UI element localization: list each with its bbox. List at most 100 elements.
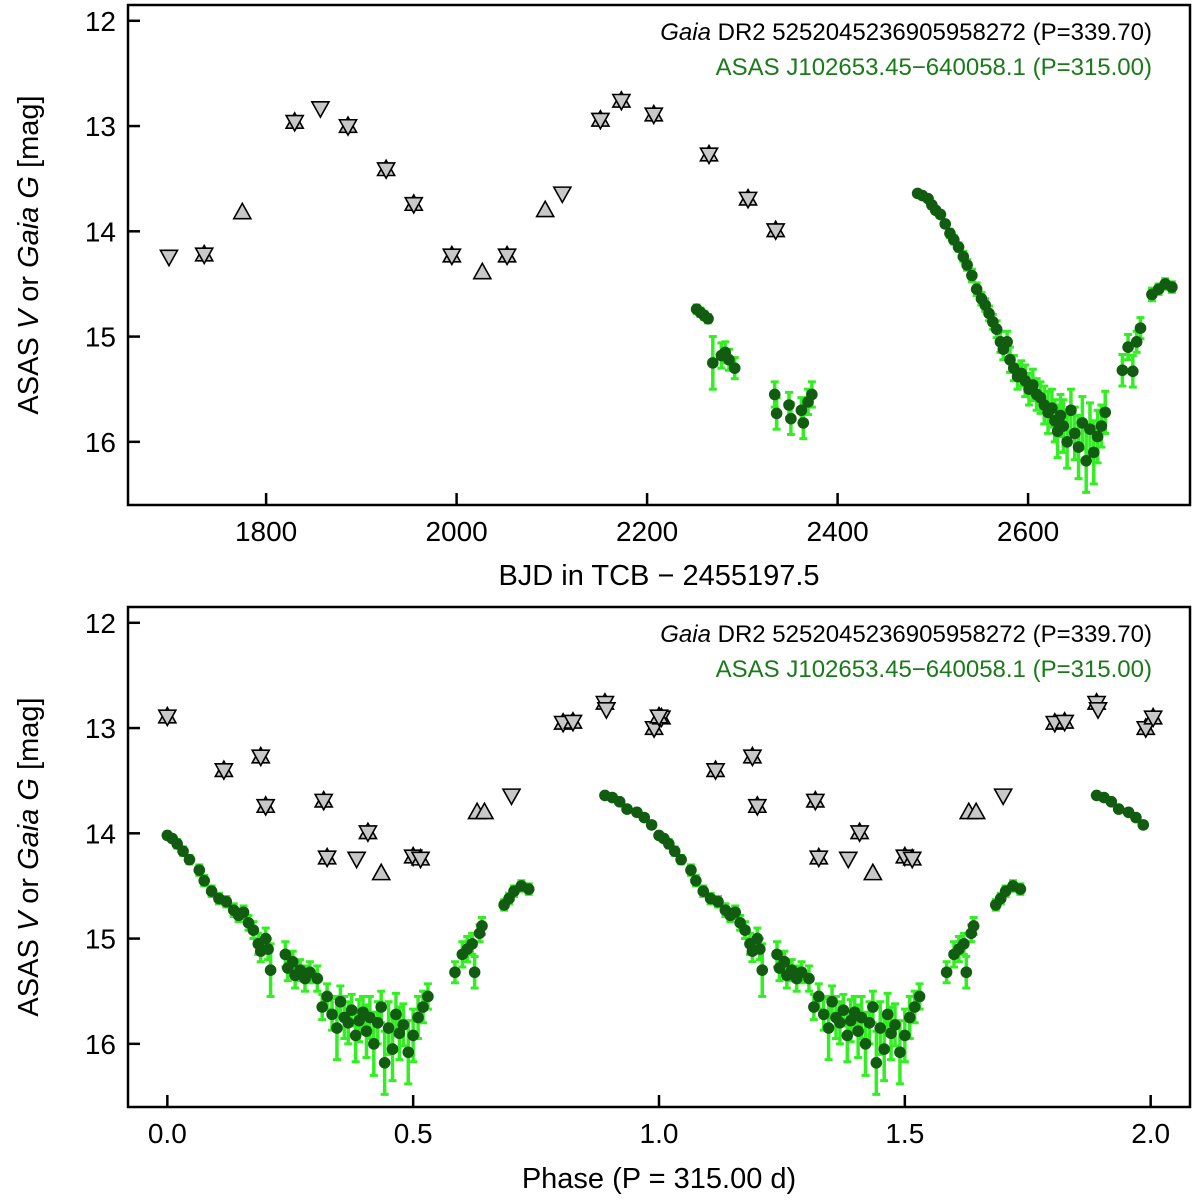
asas-point — [326, 1008, 338, 1021]
asas-point — [783, 399, 795, 411]
gaia-point-down — [441, 248, 462, 267]
asas-point — [966, 269, 978, 282]
asas-point — [397, 1019, 410, 1031]
asas-point — [729, 906, 742, 919]
asas-point — [279, 948, 292, 961]
x-tick-label: 2200 — [616, 516, 678, 547]
asas-point — [334, 995, 347, 1008]
gaia-point-down — [649, 709, 669, 728]
asas-point — [1127, 365, 1139, 378]
asas-point — [638, 811, 651, 824]
gaia-point-down — [338, 118, 358, 137]
asas-point — [889, 1019, 901, 1031]
y-tick-label: 13 — [85, 713, 116, 744]
asas-point — [739, 924, 751, 936]
asas-point — [345, 1004, 358, 1016]
gaia-point-up — [232, 201, 253, 220]
x-tick-label: 1800 — [235, 516, 297, 547]
gaia-point-down — [310, 101, 331, 119]
gaia-point-down — [699, 147, 719, 166]
asas-point — [826, 995, 838, 1008]
asas-point — [220, 895, 233, 908]
x-axis-label-bottom: Phase (P = 315.00 d) — [522, 1163, 796, 1195]
asas-point — [881, 1008, 894, 1021]
asas-point — [908, 1001, 921, 1013]
asas-point — [958, 938, 970, 950]
gaia-point-down — [993, 788, 1014, 807]
asas-point — [859, 1038, 872, 1050]
asas-point — [1027, 379, 1039, 391]
asas-point — [378, 1056, 391, 1069]
asas-point — [1166, 281, 1178, 293]
asas-point — [342, 1016, 355, 1029]
gaia-point-down — [1054, 714, 1075, 733]
gaia-point-down — [194, 247, 215, 266]
asas-point — [311, 972, 324, 985]
asas-point — [723, 353, 735, 366]
y-tick-label: 16 — [85, 1029, 116, 1060]
gaia-point-down — [838, 851, 859, 870]
asas-point — [952, 241, 965, 253]
asas-point — [264, 964, 277, 976]
data-points-top — [159, 90, 1178, 467]
asas-point — [797, 417, 810, 429]
asas-point — [852, 1025, 864, 1038]
asas-point — [934, 208, 947, 221]
x-tick-label: 1.0 — [640, 1118, 679, 1149]
legend-gaia-bottom: Gaia DR2 5252045236905958272 (P=339.70) — [660, 621, 1152, 648]
asas-point — [1065, 404, 1077, 417]
asas-point — [349, 1029, 362, 1042]
gaia-point-down — [346, 851, 367, 870]
asas-point — [1095, 420, 1108, 432]
asas-point — [1072, 441, 1085, 453]
gaia-point-down — [805, 793, 826, 812]
asas-point — [321, 990, 333, 1003]
gaia-point-down — [159, 249, 179, 268]
asas-point — [466, 938, 478, 950]
asas-point — [1080, 454, 1092, 467]
axis-ticks-bottom: 0.0 0.5 1.0 1.5 2.0 12 13 14 15 16 — [85, 608, 1170, 1149]
asas-point — [841, 1029, 854, 1042]
gaia-point-down — [1143, 710, 1164, 729]
asas-point — [967, 920, 980, 932]
asas-point — [247, 924, 260, 936]
asas-point — [331, 1022, 343, 1034]
legend-asas-bottom: ASAS J102653.45−640058.1 (P=315.00) — [716, 656, 1152, 683]
gaia-point-down — [317, 850, 338, 869]
asas-point — [417, 1001, 429, 1013]
gaia-point-down — [552, 186, 573, 205]
asas-point — [613, 795, 626, 808]
gaia-point-down — [563, 714, 583, 733]
gaia-point-up — [535, 199, 556, 218]
asas-point — [522, 883, 535, 895]
y-tick-label: 16 — [85, 427, 116, 458]
asas-point — [795, 404, 808, 417]
asas-point — [259, 932, 272, 945]
asas-point — [808, 1001, 820, 1013]
gaia-point-down — [358, 825, 378, 843]
gaia-point-down — [705, 763, 726, 781]
asas-point — [1134, 322, 1147, 334]
asas-point — [990, 323, 1003, 336]
gaia-point-down — [747, 798, 768, 817]
asas-point — [697, 885, 710, 898]
asas-point — [1137, 819, 1150, 831]
x-axis-label-top: BJD in TCB − 2455197.5 — [498, 560, 819, 592]
asas-point — [368, 1038, 380, 1050]
gaia-point-down — [157, 709, 178, 728]
gaia-point-down — [313, 793, 334, 812]
asas-point — [237, 906, 250, 919]
asas-point — [753, 943, 766, 955]
asas-point — [1122, 341, 1134, 353]
y-tick-label: 12 — [85, 6, 116, 37]
asas-point — [476, 920, 488, 932]
asas-point — [422, 990, 434, 1003]
asas-point — [407, 1029, 419, 1042]
asas-point — [1076, 417, 1089, 429]
gaia-point-down — [742, 749, 763, 768]
asas-point — [778, 955, 791, 968]
asas-point — [712, 895, 724, 908]
asas-point — [961, 259, 973, 271]
gaia-point-up — [862, 862, 883, 881]
